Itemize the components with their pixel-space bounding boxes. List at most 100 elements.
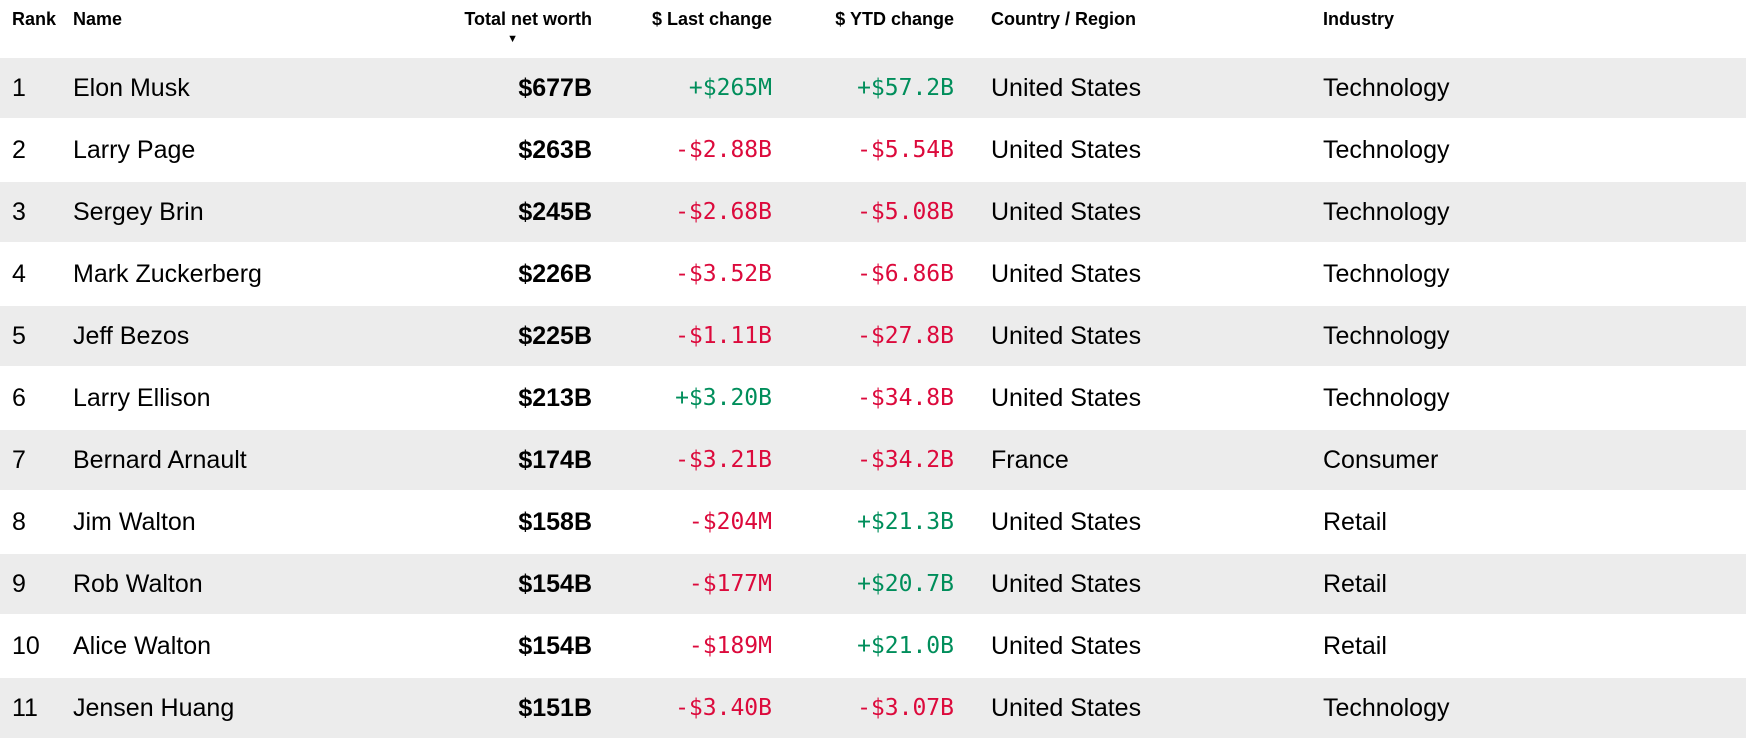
- ytd-change-cell: +$57.2B: [857, 75, 954, 101]
- last-change-cell: +$3.20B: [675, 385, 772, 411]
- industry-cell: Retail: [1323, 569, 1387, 598]
- ytd-change-cell: -$34.8B: [857, 385, 954, 411]
- last-change-cell: -$204M: [688, 509, 772, 535]
- rank-cell: 6: [12, 383, 26, 412]
- last-change-cell: -$2.88B: [675, 137, 772, 163]
- ytd-change-cell: -$6.86B: [857, 261, 954, 287]
- name-cell: Jensen Huang: [73, 693, 235, 722]
- column-header-name[interactable]: Name: [73, 9, 123, 29]
- ytd-change-cell: -$34.2B: [857, 447, 954, 473]
- country-cell: United States: [991, 73, 1142, 102]
- name-cell: Mark Zuckerberg: [73, 259, 262, 288]
- ytd-change-cell: -$3.07B: [857, 695, 954, 721]
- name-cell: Jeff Bezos: [73, 321, 190, 350]
- rank-cell: 3: [12, 197, 26, 226]
- rank-cell: 9: [12, 569, 26, 598]
- ytd-change-cell: +$21.0B: [857, 633, 954, 659]
- country-cell: United States: [991, 197, 1142, 226]
- name-cell: Rob Walton: [73, 569, 203, 598]
- industry-cell: Consumer: [1323, 445, 1439, 474]
- table-row: 1 Elon Musk $677B +$265M +$57.2B United …: [0, 56, 1746, 118]
- country-cell: France: [991, 445, 1069, 474]
- country-cell: United States: [991, 693, 1142, 722]
- ytd-change-cell: -$5.54B: [857, 137, 954, 163]
- table-row: 2 Larry Page $263B -$2.88B -$5.54B Unite…: [0, 118, 1746, 180]
- total-net-worth-cell: $213B: [518, 383, 592, 412]
- country-cell: United States: [991, 135, 1142, 164]
- table-body: 1 Elon Musk $677B +$265M +$57.2B United …: [0, 56, 1746, 738]
- table-row: 10 Alice Walton $154B -$189M +$21.0B Uni…: [0, 614, 1746, 676]
- country-cell: United States: [991, 631, 1142, 660]
- total-net-worth-cell: $154B: [518, 569, 592, 598]
- last-change-cell: -$2.68B: [675, 199, 772, 225]
- industry-cell: Technology: [1323, 135, 1450, 164]
- total-net-worth-cell: $174B: [518, 445, 592, 474]
- rank-cell: 5: [12, 321, 26, 350]
- table-row: 5 Jeff Bezos $225B -$1.11B -$27.8B Unite…: [0, 304, 1746, 366]
- column-header-ytd-change[interactable]: $ YTD change: [835, 9, 954, 29]
- last-change-cell: -$189M: [688, 633, 772, 659]
- ytd-change-cell: +$21.3B: [857, 509, 954, 535]
- industry-cell: Technology: [1323, 693, 1450, 722]
- table-row: 11 Jensen Huang $151B -$3.40B -$3.07B Un…: [0, 676, 1746, 738]
- name-cell: Larry Page: [73, 135, 196, 164]
- total-net-worth-cell: $226B: [518, 259, 592, 288]
- ytd-change-cell: -$5.08B: [857, 199, 954, 225]
- ytd-change-cell: +$20.7B: [857, 571, 954, 597]
- name-cell: Bernard Arnault: [73, 445, 247, 474]
- table-row: 8 Jim Walton $158B -$204M +$21.3B United…: [0, 490, 1746, 552]
- industry-cell: Technology: [1323, 259, 1450, 288]
- last-change-cell: -$177M: [688, 571, 772, 597]
- name-cell: Elon Musk: [73, 73, 190, 102]
- column-header-country[interactable]: Country / Region: [991, 9, 1136, 29]
- column-header-rank[interactable]: Rank: [12, 9, 57, 29]
- country-cell: United States: [991, 383, 1142, 412]
- column-header-total-net-worth-label: Total net worth: [464, 9, 592, 29]
- rank-cell: 11: [12, 693, 38, 722]
- industry-cell: Technology: [1323, 383, 1450, 412]
- industry-cell: Retail: [1323, 507, 1387, 536]
- industry-cell: Technology: [1323, 321, 1450, 350]
- name-cell: Sergey Brin: [73, 197, 204, 226]
- table-row: 6 Larry Ellison $213B +$3.20B -$34.8B Un…: [0, 366, 1746, 428]
- last-change-cell: -$3.21B: [675, 447, 772, 473]
- total-net-worth-cell: $154B: [518, 631, 592, 660]
- rank-cell: 7: [12, 445, 26, 474]
- rank-cell: 8: [12, 507, 26, 536]
- total-net-worth-cell: $263B: [518, 135, 592, 164]
- column-header-industry[interactable]: Industry: [1323, 9, 1395, 29]
- country-cell: United States: [991, 321, 1142, 350]
- sort-descending-icon: ▼: [507, 33, 518, 45]
- industry-cell: Technology: [1323, 197, 1450, 226]
- total-net-worth-cell: $245B: [518, 197, 592, 226]
- name-cell: Alice Walton: [73, 631, 212, 660]
- rank-cell: 2: [12, 135, 26, 164]
- country-cell: United States: [991, 259, 1142, 288]
- country-cell: United States: [991, 569, 1142, 598]
- last-change-cell: -$1.11B: [675, 323, 772, 349]
- total-net-worth-cell: $677B: [518, 73, 592, 102]
- last-change-cell: -$3.40B: [675, 695, 772, 721]
- table-row: 7 Bernard Arnault $174B -$3.21B -$34.2B …: [0, 428, 1746, 490]
- last-change-cell: -$3.52B: [675, 261, 772, 287]
- total-net-worth-cell: $158B: [518, 507, 592, 536]
- rank-cell: 1: [12, 73, 26, 102]
- ytd-change-cell: -$27.8B: [857, 323, 954, 349]
- column-header-last-change[interactable]: $ Last change: [651, 9, 772, 29]
- country-cell: United States: [991, 507, 1142, 536]
- industry-cell: Retail: [1323, 631, 1387, 660]
- table-row: 9 Rob Walton $154B -$177M +$20.7B United…: [0, 552, 1746, 614]
- name-cell: Jim Walton: [73, 507, 196, 536]
- last-change-cell: +$265M: [688, 75, 772, 101]
- table-row: 4 Mark Zuckerberg $226B -$3.52B -$6.86B …: [0, 242, 1746, 304]
- column-header-total-net-worth[interactable]: Total net worth ▼: [443, 9, 592, 56]
- table-row: 3 Sergey Brin $245B -$2.68B -$5.08B Unit…: [0, 180, 1746, 242]
- total-net-worth-cell: $225B: [518, 321, 592, 350]
- table-header-row: Rank Name Total net worth ▼ $ Last chang…: [0, 0, 1746, 56]
- total-net-worth-cell: $151B: [518, 693, 592, 722]
- industry-cell: Technology: [1323, 73, 1450, 102]
- name-cell: Larry Ellison: [73, 383, 211, 412]
- rank-cell: 4: [12, 259, 26, 288]
- rank-cell: 10: [12, 631, 40, 660]
